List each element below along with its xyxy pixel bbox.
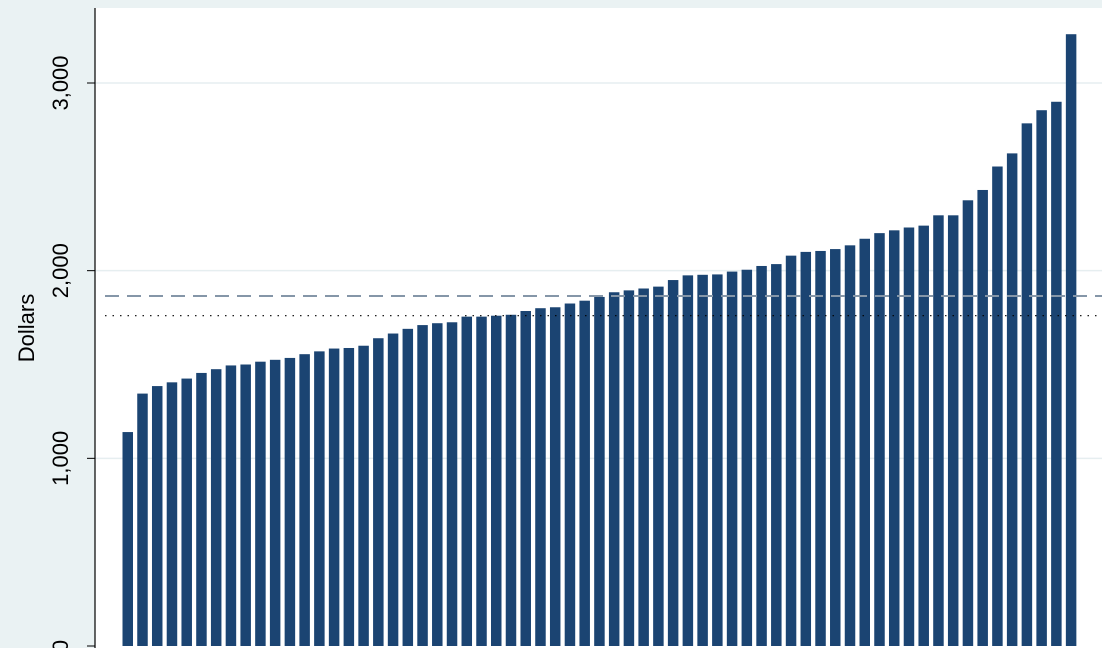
bar (299, 354, 310, 646)
bars-group (122, 34, 1077, 647)
bar (196, 372, 207, 646)
bar (520, 311, 531, 646)
bar (830, 249, 841, 646)
bar (638, 288, 649, 646)
bar (240, 364, 251, 646)
bar (122, 432, 133, 646)
bar (623, 290, 635, 646)
bar (933, 215, 944, 646)
bar (800, 251, 812, 646)
bar (491, 315, 502, 646)
bar (1065, 34, 1077, 646)
bar (785, 255, 797, 646)
bar (859, 238, 870, 646)
bar (844, 245, 856, 646)
y-axis-title: Dollars (14, 294, 39, 362)
bar (432, 323, 443, 646)
reference-lines (105, 295, 1102, 317)
bar (549, 307, 561, 646)
bar (535, 308, 546, 646)
bar (373, 338, 384, 646)
bar (137, 393, 148, 646)
bar (564, 303, 576, 646)
bar (874, 233, 885, 646)
bar (712, 274, 723, 646)
bar (977, 189, 988, 646)
bar (756, 265, 767, 646)
bar (181, 378, 192, 646)
bar (387, 333, 399, 646)
y-axis: 0 1,000 2,000 3,000 (48, 8, 96, 648)
bar (1006, 153, 1018, 647)
bar (417, 325, 428, 646)
bar (579, 300, 590, 646)
bar (741, 269, 753, 646)
bar (1036, 110, 1047, 646)
bar (667, 280, 679, 646)
bar (505, 314, 517, 646)
bar (255, 361, 266, 646)
bar (815, 250, 826, 646)
bar (594, 296, 605, 646)
y-tick-label: 1,000 (48, 431, 73, 486)
bar (903, 227, 915, 646)
bar (314, 351, 325, 646)
bar (476, 316, 487, 646)
bar (446, 322, 458, 646)
bar (358, 345, 369, 646)
bar (461, 316, 473, 646)
bar (284, 357, 296, 646)
bar (771, 264, 782, 646)
bar (269, 359, 281, 646)
bar (608, 292, 620, 646)
bar (225, 365, 237, 646)
bar (918, 225, 929, 646)
bar (947, 215, 959, 646)
y-tick-label: 2,000 (48, 243, 73, 298)
bar (697, 274, 708, 646)
bar (888, 230, 900, 646)
bar (962, 200, 974, 647)
bar (151, 386, 163, 646)
bar (653, 286, 664, 646)
y-tick-label: 3,000 (48, 55, 73, 110)
bar (402, 328, 414, 646)
bar (992, 166, 1003, 646)
bar (328, 348, 340, 646)
bar (1021, 123, 1033, 647)
y-tick-label: 0 (48, 640, 73, 648)
bar (166, 382, 178, 646)
bar (343, 347, 355, 646)
bar (726, 271, 738, 646)
bar (1051, 101, 1062, 646)
bar (210, 369, 222, 646)
bar (682, 275, 694, 646)
